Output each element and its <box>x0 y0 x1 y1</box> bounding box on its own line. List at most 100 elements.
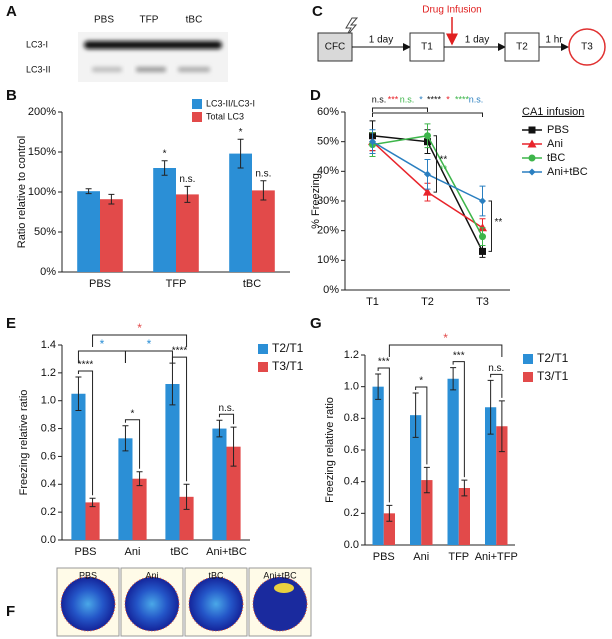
y-tick-label: 0.0 <box>41 534 56 546</box>
bracket <box>433 135 437 193</box>
bracket <box>488 200 492 252</box>
bar <box>212 428 227 540</box>
bar <box>153 168 176 272</box>
error-bar <box>412 392 419 438</box>
panel-label: F <box>6 603 15 620</box>
significance: n.s. <box>400 94 415 104</box>
box-label: CFC <box>325 42 346 53</box>
significance: *** <box>378 357 390 368</box>
error-bar <box>237 138 244 169</box>
error-bar <box>184 185 191 203</box>
significance: * <box>131 408 135 419</box>
x-tick-label: tBC <box>243 278 261 290</box>
x-tick-label: TFP <box>166 278 187 290</box>
map-label: Ani+tBC <box>263 570 297 580</box>
marker <box>369 138 376 146</box>
bar <box>132 478 147 540</box>
significance: **** <box>455 94 470 104</box>
legend-swatch <box>192 112 202 122</box>
error-bar <box>487 379 494 435</box>
error-bar <box>85 188 92 195</box>
band <box>178 67 210 72</box>
panel-label: C <box>312 3 323 20</box>
panel-label: D <box>310 87 321 104</box>
bar <box>421 480 433 545</box>
y-tick-label: 20% <box>317 225 339 237</box>
y-axis-label: Ratio relative to control <box>16 136 28 249</box>
bar <box>179 496 194 540</box>
significance: * <box>446 94 450 104</box>
y-tick-label: 1.2 <box>344 349 359 361</box>
bracket <box>388 344 503 357</box>
y-tick-label: 150% <box>28 146 56 158</box>
marker <box>528 126 536 134</box>
error-bar <box>169 362 176 406</box>
y-tick-label: 200% <box>28 106 56 118</box>
legend-label: Total LC3 <box>206 111 244 121</box>
interval: 1 day <box>465 35 489 46</box>
error-bar <box>136 471 143 487</box>
marker <box>528 168 536 176</box>
error-bar <box>461 479 468 497</box>
y-tick-label: 0.8 <box>41 422 56 434</box>
bar <box>176 194 199 272</box>
significance: * <box>419 376 423 387</box>
marker <box>527 139 537 148</box>
legend-label: Ani <box>547 138 563 150</box>
x-tick-label: TFP <box>448 551 469 563</box>
bar <box>252 190 275 272</box>
y-tick-label: 0.0 <box>344 539 359 551</box>
y-tick-label: 50% <box>34 226 56 238</box>
map-label: PBS <box>79 570 97 580</box>
error-bar <box>216 419 223 438</box>
legend-label: T2/T1 <box>272 341 304 355</box>
legend-label: T3/T1 <box>537 369 569 383</box>
significance: **** <box>172 346 188 357</box>
legend-label: Ani+tBC <box>547 166 588 178</box>
marker <box>528 154 536 162</box>
lane-label: PBS <box>94 15 114 26</box>
x-tick-label: Ani <box>413 551 429 563</box>
bar <box>165 384 180 540</box>
bar <box>496 426 508 545</box>
panel-a: A PBS TFP tBC LC3-I LC3-II <box>6 3 228 82</box>
significance: ** <box>440 155 448 166</box>
significance: * <box>443 331 448 345</box>
marker <box>424 132 431 140</box>
bar <box>372 386 384 545</box>
error-bar <box>450 367 457 391</box>
bar <box>226 446 241 540</box>
y-tick-label: 0.4 <box>41 478 56 490</box>
box <box>568 28 606 66</box>
x-tick-label: Ani+tBC <box>206 546 247 558</box>
box <box>504 32 540 62</box>
legend-label: tBC <box>547 152 565 164</box>
bracket <box>218 413 235 425</box>
panel-label: E <box>6 315 16 332</box>
y-tick-label: 40% <box>317 165 339 177</box>
significance: * <box>147 337 152 351</box>
error-bar <box>89 497 96 508</box>
legend-swatch <box>192 99 202 109</box>
box-label: T3 <box>581 42 593 53</box>
marker <box>423 187 432 196</box>
significance: n.s. <box>488 363 504 374</box>
x-tick-label: PBS <box>373 551 395 563</box>
legend-title: CA1 infusion <box>522 106 584 118</box>
significance: * <box>100 337 105 351</box>
bar <box>85 502 100 540</box>
bracket <box>124 419 141 469</box>
significance: * <box>163 148 167 159</box>
y-tick-label: 1.0 <box>41 395 56 407</box>
box-label: T1 <box>421 42 433 53</box>
error-bar <box>230 426 237 467</box>
band <box>136 67 166 72</box>
panel-f: F PBS Ani tBC Ani+tBC <box>6 567 312 637</box>
y-tick-label: 0% <box>323 284 339 296</box>
bracket <box>77 370 94 496</box>
significance: n.s. <box>372 94 387 104</box>
marker <box>424 170 431 178</box>
y-tick-label: 0% <box>40 266 56 278</box>
